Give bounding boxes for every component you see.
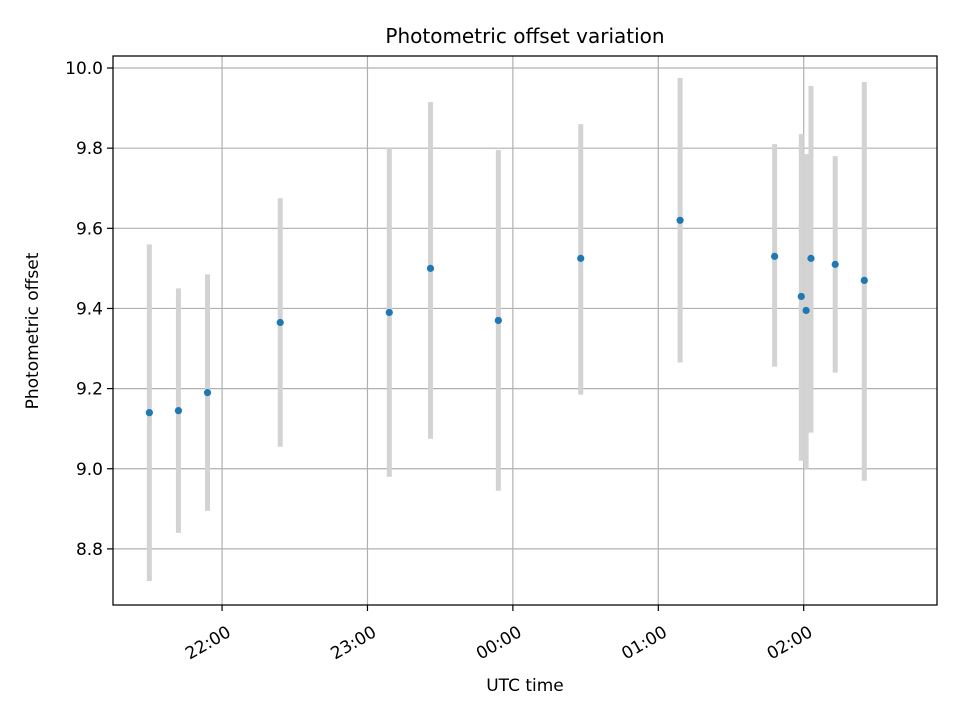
y-tick-label: 9.4 — [76, 299, 103, 319]
y-axis: 8.8 9.0 9.2 9.4 9.6 9.8 10.0 — [65, 59, 113, 560]
y-tick-label: 8.8 — [76, 540, 103, 560]
plot-frame — [112, 55, 938, 606]
data-points — [145, 216, 868, 417]
y-tick-label: 9.6 — [76, 219, 103, 239]
data-point — [771, 252, 779, 260]
data-point — [174, 407, 183, 415]
y-tick-label: 10.0 — [65, 59, 103, 79]
data-point — [831, 260, 839, 268]
y-axis-label: Photometric offset — [23, 252, 43, 409]
data-point — [860, 276, 868, 285]
data-point — [577, 254, 585, 262]
data-point — [797, 292, 805, 301]
y-tick-label: 9.0 — [76, 460, 103, 480]
chart-title: Photometric offset variation — [385, 24, 664, 48]
data-point — [145, 409, 153, 417]
x-axis-label: UTC time — [486, 676, 564, 696]
data-point — [676, 216, 684, 224]
data-point — [385, 308, 393, 317]
data-point — [426, 264, 435, 272]
data-point — [802, 306, 810, 315]
y-tick-label: 9.8 — [76, 139, 103, 159]
data-point — [203, 389, 212, 397]
data-point — [807, 254, 815, 262]
data-point — [494, 316, 502, 325]
data-point — [276, 318, 284, 327]
y-tick-label: 9.2 — [76, 380, 103, 400]
